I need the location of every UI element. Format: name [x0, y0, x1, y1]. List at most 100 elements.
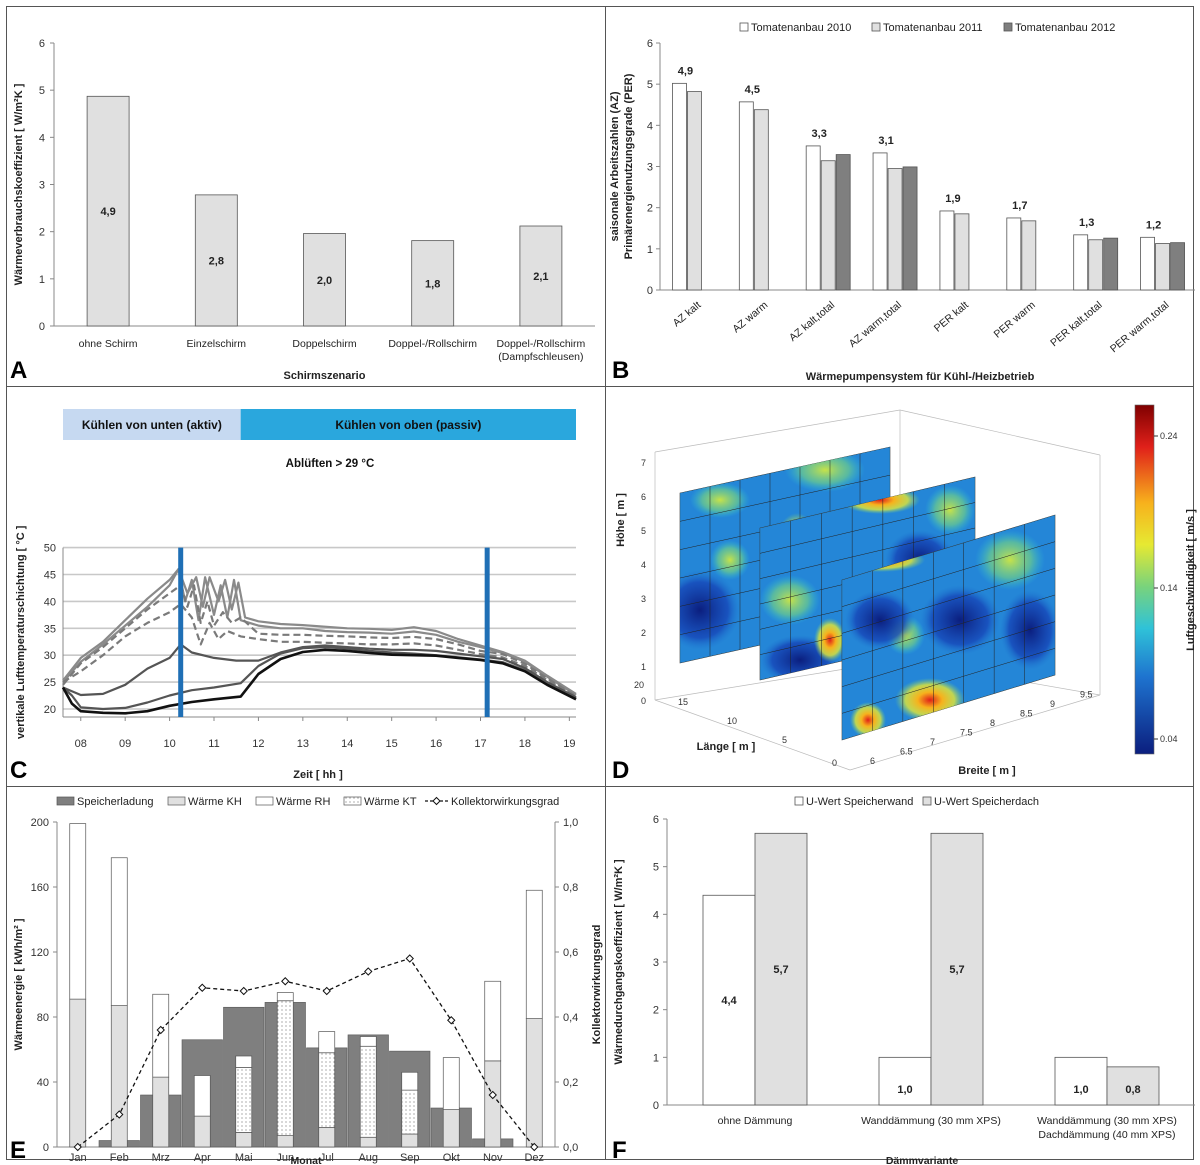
panel-d-mesh-line	[842, 541, 1055, 607]
panel-e-y-tick-label-right: 0,4	[563, 1012, 578, 1024]
panel-a-x-tick-label: ohne Schirm	[79, 338, 138, 350]
panel-b-bar	[1140, 236, 1155, 291]
panel-d-z-tick-label: 4	[641, 560, 646, 570]
panel-e-bar-waerme-kt	[359, 1045, 377, 1138]
panel-b-y-tick-label: 3	[647, 162, 653, 174]
panel-e-bar-waerme-kt	[276, 1000, 294, 1136]
panel-e-efficiency-marker	[488, 1090, 497, 1100]
panel-b-y-tick-label: 0	[647, 285, 653, 297]
panel-e-bar-waerme-rh	[69, 823, 87, 1000]
panel-b-legend-swatch	[739, 22, 749, 32]
panel-b-data-label: 1,2	[1146, 219, 1161, 231]
panel-e-bar-waerme-kh	[401, 1133, 419, 1148]
panel-d-colorbar-title: Luftgeschwindigkeit [ m/s ]	[1185, 509, 1197, 651]
panel-e-bar-waerme-rh	[110, 857, 128, 1006]
panel-a-bar	[519, 225, 563, 327]
panel-e-y-axis-title: Wärmeenergie [ kWh/m² ]	[13, 918, 25, 1050]
panel-a-x-tick-label: Doppel-/Rollschirm	[497, 338, 586, 350]
panel-e-efficiency-marker	[198, 983, 207, 992]
panel-f-x-tick-label: Wanddämmung (30 mm XPS)	[861, 1115, 1001, 1127]
panel-e-efficiency-marker	[405, 954, 414, 963]
panel-b-bar	[753, 109, 769, 291]
panel-e-efficiency-marker	[73, 1142, 82, 1152]
panel-e-y-tick-label: 120	[31, 947, 49, 959]
panel-b-y-tick-label: 2	[647, 203, 653, 215]
panel-d-3d-box	[654, 409, 1101, 771]
panel-b-y-tick-label: 6	[647, 38, 653, 50]
panel-a-bar	[411, 240, 455, 327]
panel-f-x-axis-title: Dämmvariante	[886, 1155, 959, 1165]
panel-c-y-tick-label: 30	[44, 650, 56, 662]
panel-b-data-label: 4,9	[678, 65, 693, 77]
panel-e-efficiency-marker	[322, 986, 331, 996]
panel-c-x-tick-label: 09	[119, 738, 131, 750]
panel-b-data-label: 1,7	[1012, 200, 1027, 212]
panel-d-z-tick-label: 6	[641, 492, 646, 502]
panel-f-y-axis-title: Wärmedurchgangskoeffizient [ W/m²K ]	[613, 859, 625, 1065]
panel-f-legend-label: U-Wert Speicherdach	[934, 796, 1039, 808]
panel-f-data-label: 5,7	[949, 964, 964, 976]
panel-a-data-label: 2,8	[209, 255, 224, 267]
panel-c-y-tick-label: 40	[44, 596, 56, 608]
panel-f-data-label: 4,4	[721, 995, 737, 1007]
panel-f-data-label: 1,0	[897, 1084, 912, 1096]
panel-e-y-tick-label: 40	[37, 1077, 49, 1089]
panel-c-banner-label: Kühlen von unten (aktiv)	[82, 418, 222, 432]
panel-d-velocity-spot	[920, 585, 1000, 655]
panel-e-bar-waerme-rh	[401, 1071, 419, 1091]
panel-b-data-label: 3,3	[812, 128, 827, 140]
panel-e-bar-waerme-rh	[235, 1055, 253, 1068]
panel-letters: A B C D E F	[10, 357, 629, 1164]
panel-a-x-tick-sublabel: (Dampfschleusen)	[498, 351, 583, 363]
panel-d-y-tick-label: 5	[782, 735, 787, 745]
panel-f-data-label: 1,0	[1073, 1084, 1088, 1096]
panel-e-x-tick-label: Okt	[443, 1152, 460, 1164]
panel-e-bar-waerme-kh	[318, 1127, 336, 1148]
panel-d-velocity-spot	[925, 485, 975, 535]
panel-b-bar	[1155, 243, 1170, 291]
panel-d-mesh-line	[680, 474, 890, 522]
panel-f-x-tick-label: Wanddämmung (30 mm XPS)	[1037, 1115, 1177, 1127]
panel-e-efficiency-marker	[281, 977, 290, 986]
panel-c-y-tick-label: 25	[44, 677, 56, 689]
panel-c-series-line	[62, 567, 577, 695]
panel-e-bar-waerme-kh	[235, 1132, 253, 1148]
panel-a-x-tick-label: Einzelschirm	[187, 338, 247, 350]
panel-c-y-tick-label: 35	[44, 623, 56, 635]
panel-c-x-tick-label: 12	[252, 738, 264, 750]
panel-a-data-label: 2,0	[317, 275, 332, 287]
panel-d-velocity-spot	[845, 590, 915, 650]
panel-c-annotation: Ablüften > 29 °C	[286, 458, 375, 470]
panel-c-series-line	[62, 602, 577, 698]
panel-f-y-tick-label: 1	[653, 1052, 659, 1064]
panel-e-bar-waerme-kh	[69, 998, 87, 1148]
panel-c-x-tick-label: 08	[75, 738, 87, 750]
panel-e-x-tick-label: Jul	[320, 1152, 334, 1164]
panel-b-bar	[872, 152, 888, 291]
panel-d-velocity-spot	[760, 575, 820, 625]
panel-d-y-axis-title: Länge [ m ]	[697, 741, 756, 753]
panel-c-x-tick-label: 19	[563, 738, 575, 750]
panel-b-data-label: 1,9	[945, 193, 960, 205]
panel-d-z-tick-label: 2	[641, 628, 646, 638]
panel-c-x-tick-label: 18	[519, 738, 531, 750]
panel-c-x-tick-label: 15	[386, 738, 398, 750]
panel-e-x-tick-label: Dez	[524, 1152, 544, 1164]
panel-e-y-tick-label-right: 0,8	[563, 882, 578, 894]
panel-f-bar	[754, 832, 808, 1106]
panel-e-legend-swatch	[255, 796, 274, 806]
panel-b-y-tick-label: 4	[647, 120, 653, 132]
panel-c-x-tick-label: 10	[163, 738, 175, 750]
panel-d-z-tick-label: 5	[641, 526, 646, 536]
panel-c-x-tick-label: 16	[430, 738, 442, 750]
panel-c-banner	[240, 409, 576, 440]
panel-e-efficiency-marker	[239, 986, 248, 996]
panel-f-y-tick-label: 6	[653, 814, 659, 826]
panel-e-legend-swatch	[167, 796, 186, 806]
panel-c-banner	[63, 409, 241, 440]
panel-d-y-tick-label: 15	[678, 697, 688, 707]
panel-letter-d: D	[612, 757, 629, 784]
panel-b-bar	[687, 91, 702, 291]
panel-e-x-tick-label: Feb	[110, 1152, 129, 1164]
